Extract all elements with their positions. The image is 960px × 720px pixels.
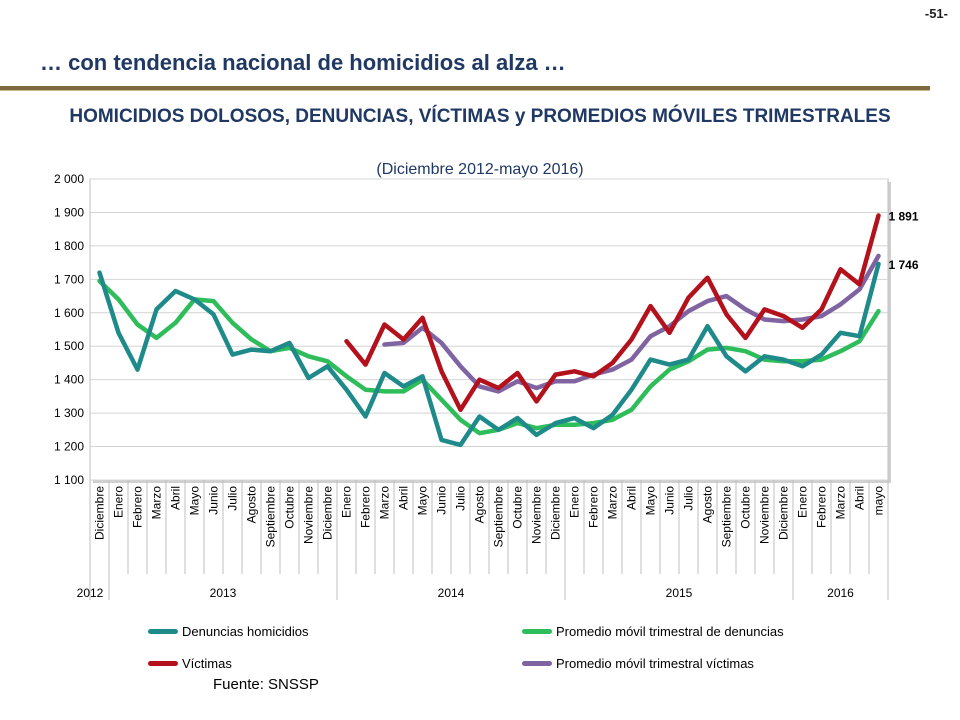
data-label: 1 891: [889, 209, 919, 223]
x-tick-label: Octubre: [739, 486, 753, 529]
x-tick-label: Enero: [340, 486, 354, 518]
legend-item-denuncias: Denuncias homicidios: [148, 624, 308, 639]
x-tick-label: Abril: [625, 486, 639, 510]
legend-swatch: [148, 661, 178, 666]
x-tick-label: mayo: [872, 486, 886, 516]
x-tick-label: Diciembre: [777, 486, 791, 540]
data-label: 1 746: [889, 258, 919, 272]
y-tick-label: 1 900: [54, 205, 84, 219]
x-tick-label: Junio: [207, 486, 221, 515]
title-divider-accent: [0, 90, 930, 91]
chart-title: HOMICIDIOS DOLOSOS, DENUNCIAS, VÍCTIMAS …: [69, 106, 891, 127]
x-tick-label: Septiembre: [264, 486, 278, 548]
y-tick-label: 1 500: [54, 339, 84, 353]
x-tick-label: Marzo: [150, 486, 164, 520]
x-tick-label: Noviembre: [530, 486, 544, 544]
x-tick-label: Abril: [169, 486, 183, 510]
slide-title: … con tendencia nacional de homicidios a…: [40, 50, 566, 75]
x-tick-label: Abril: [397, 486, 411, 510]
x-tick-label: Febrero: [587, 486, 601, 528]
legend-label: Víctimas: [182, 656, 232, 671]
x-tick-label: Diciembre: [93, 486, 107, 540]
x-tick-label: Noviembre: [758, 486, 772, 544]
x-tick-label: Agosto: [245, 486, 259, 524]
x-tick-label: Agosto: [701, 486, 715, 524]
legend-label: Promedio móvil trimestral de denuncias: [556, 624, 784, 639]
legend-label: Denuncias homicidios: [182, 624, 309, 639]
year-label: 2013: [210, 586, 237, 600]
x-tick-label: Octubre: [511, 486, 525, 529]
x-tick-label: Enero: [796, 486, 810, 518]
legend-swatch: [522, 661, 552, 666]
plot-area: [89, 178, 889, 481]
year-label: 2014: [438, 586, 465, 600]
x-tick-label: Abril: [853, 486, 867, 510]
year-label: 2015: [666, 586, 693, 600]
y-tick-label: 2 000: [54, 172, 84, 186]
x-tick-label: Mayo: [188, 486, 202, 516]
y-tick-label: 1 400: [54, 373, 84, 387]
legend-item-victimas: Víctimas: [148, 656, 232, 671]
x-tick-label: Mayo: [644, 486, 658, 516]
legend-item-prom-denuncias: Promedio móvil trimestral de denuncias: [522, 624, 784, 639]
series-line-denuncias: [97, 261, 881, 448]
x-tick-label: Octubre: [283, 486, 297, 529]
title-divider: [0, 86, 930, 90]
y-tick-label: 1 600: [54, 306, 84, 320]
x-tick-label: Noviembre: [302, 486, 316, 544]
x-tick-label: Agosto: [473, 486, 487, 524]
x-tick-label: Marzo: [378, 486, 392, 520]
legend-swatch: [522, 629, 552, 634]
x-tick-label: Febrero: [359, 486, 373, 528]
chart-subtitle: (Diciembre 2012-mayo 2016): [376, 161, 584, 178]
x-tick-label: Junio: [435, 486, 449, 515]
x-tick-label: Mayo: [416, 486, 430, 516]
x-tick-label: Marzo: [606, 486, 620, 520]
x-tick-label: Septiembre: [720, 486, 734, 548]
page-number: -51-: [924, 6, 948, 21]
year-label: 2012: [77, 586, 104, 600]
y-tick-label: 1 700: [54, 272, 84, 286]
x-tick-label: Febrero: [815, 486, 829, 528]
y-tick-label: 1 800: [54, 239, 84, 253]
x-tick-label: Julio: [454, 486, 468, 511]
x-tick-label: Diciembre: [549, 486, 563, 540]
x-tick-label: Enero: [112, 486, 126, 518]
series-line-prom_denuncias: [97, 278, 881, 436]
x-tick-label: Julio: [682, 486, 696, 511]
source-note: Fuente: SNSSP: [213, 676, 319, 693]
legend-item-prom-victimas: Promedio móvil trimestral víctimas: [522, 656, 754, 671]
x-tick-label: Diciembre: [321, 486, 335, 540]
x-tick-label: Febrero: [131, 486, 145, 528]
y-tick-label: 1 200: [54, 440, 84, 454]
legend-swatch: [148, 629, 178, 634]
y-tick-label: 1 100: [54, 473, 84, 487]
x-tick-label: Enero: [568, 486, 582, 518]
x-tick-label: Junio: [663, 486, 677, 515]
legend-label: Promedio móvil trimestral víctimas: [556, 656, 754, 671]
year-label: 2016: [827, 586, 854, 600]
x-tick-label: Marzo: [834, 486, 848, 520]
x-tick-label: Septiembre: [492, 486, 506, 548]
y-tick-label: 1 300: [54, 406, 84, 420]
x-tick-label: Julio: [226, 486, 240, 511]
